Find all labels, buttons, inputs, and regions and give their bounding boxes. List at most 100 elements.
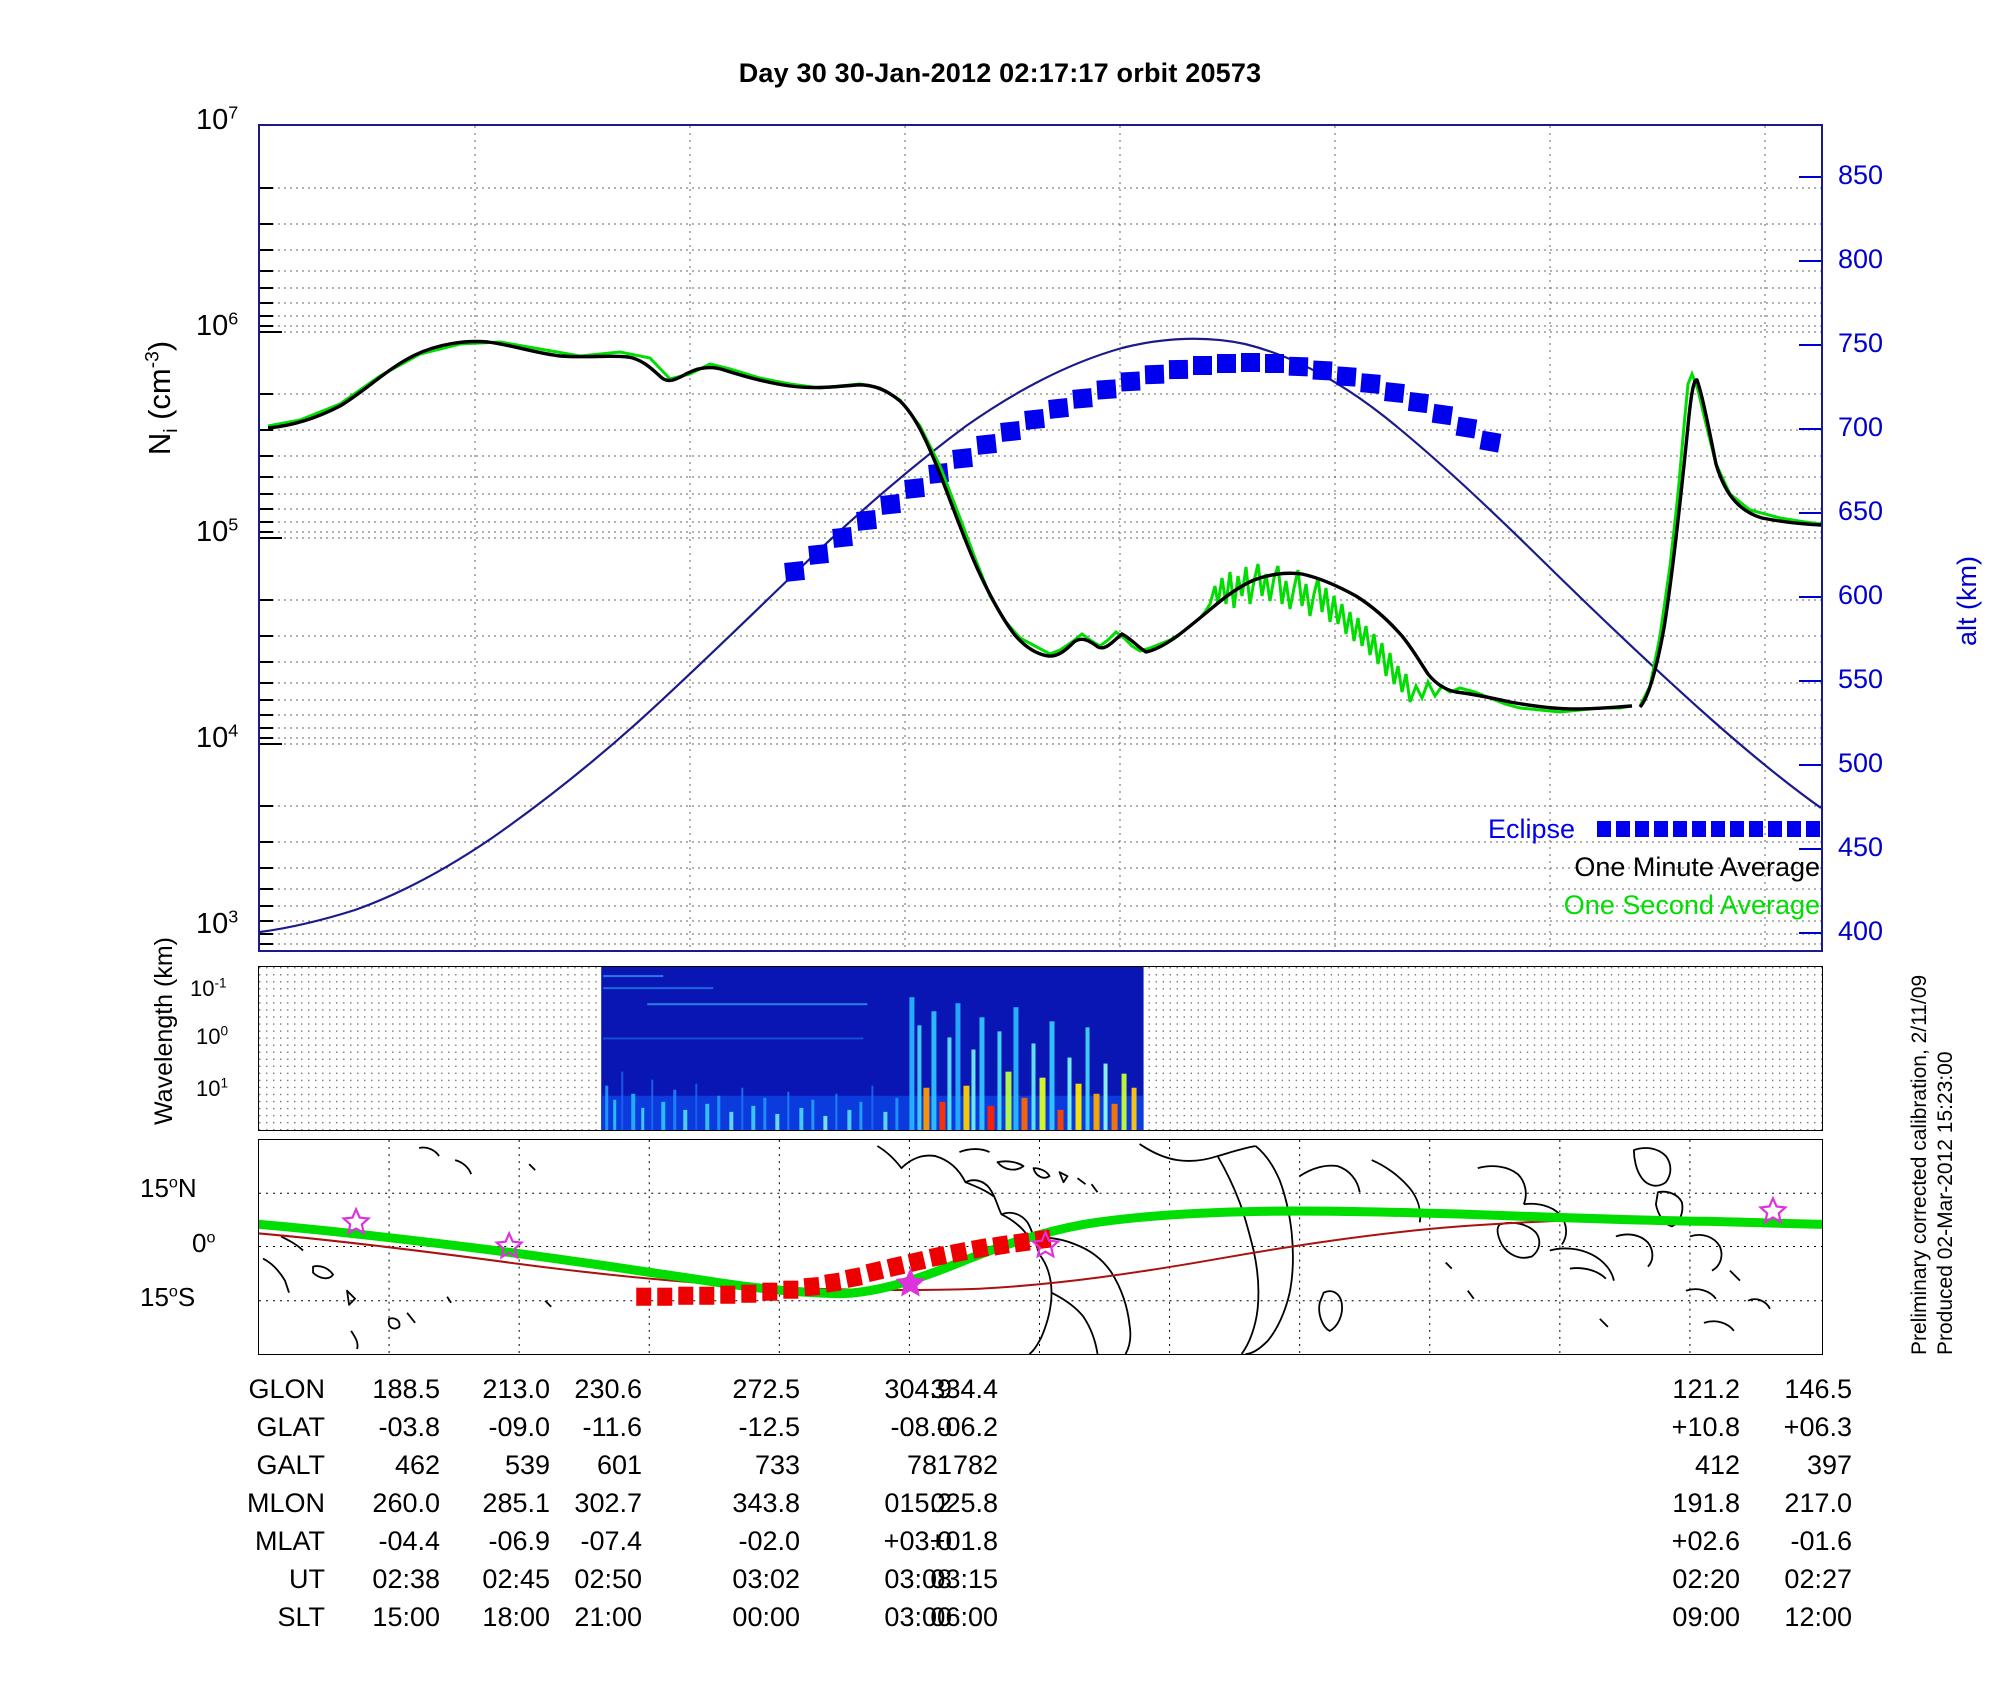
cell: -12.5 (738, 1412, 800, 1442)
cell: 12:00 (1784, 1602, 1852, 1632)
legend-label-eclipse: Eclipse (1487, 813, 1575, 844)
map-tick-0: 0o (192, 1228, 216, 1258)
cell: 02:27 (1784, 1564, 1852, 1594)
map-tick-15n: 15oN (140, 1173, 197, 1203)
row-label-ut: UT (289, 1564, 325, 1594)
row-label-mlon: MLON (246, 1488, 325, 1518)
alt-tick-700: 700 (1838, 412, 1884, 442)
cell: 02:50 (574, 1564, 642, 1594)
cell: 03:02 (732, 1564, 800, 1594)
eclipse-swatch-icon (1597, 821, 1820, 837)
cell: 02:20 (1672, 1564, 1740, 1594)
cell: 00:00 (732, 1602, 800, 1632)
cell: 02:38 (372, 1564, 440, 1594)
wavelength-spectrogram-panel (258, 966, 1823, 1131)
cell: 601 (596, 1450, 642, 1480)
cell: -03.8 (378, 1412, 440, 1442)
alt-tick-750: 750 (1838, 328, 1884, 358)
satellite-track (259, 1206, 1822, 1299)
table-row: SLT 15:00 18:00 21:00 00:00 03:00 06:00 … (0, 1602, 2000, 1640)
legend-row-eclipse: Eclipse (1430, 810, 1820, 848)
legend: Eclipse One Minute Average One Second Av… (1430, 810, 1820, 924)
cell: -07.4 (580, 1526, 642, 1556)
grid-horizontal (260, 187, 1821, 945)
main-plot-panel: alt (km) (258, 124, 1982, 952)
altitude-curve (260, 337, 1821, 934)
cell: 397 (1806, 1450, 1852, 1480)
map-canvas (259, 1140, 1822, 1354)
track-marker-stars (341, 1195, 1788, 1297)
cell: 146.5 (1784, 1374, 1852, 1404)
footer-calibration-note: Preliminary corrected calibration, 2/11/… (1908, 974, 1931, 1355)
alt-tick-850: 850 (1838, 160, 1884, 190)
cell: +02.6 (1671, 1526, 1740, 1556)
page-title: Day 30 30-Jan-2012 02:17:17 orbit 20573 (738, 58, 1262, 88)
cell: 230.6 (574, 1374, 642, 1404)
wave-tick-1e0: 100 (196, 1023, 229, 1049)
cell: 302.7 (574, 1488, 642, 1518)
cell: 21:00 (574, 1602, 642, 1632)
row-label-mlat: MLAT (254, 1526, 325, 1556)
coastlines (262, 1143, 1771, 1354)
cell: 462 (394, 1450, 440, 1480)
cell: 260.0 (372, 1488, 440, 1518)
spectrogram-canvas (259, 967, 1822, 1130)
alt-tick-400: 400 (1838, 916, 1884, 946)
cell: 18:00 (482, 1602, 550, 1632)
row-label-glat: GLAT (256, 1412, 325, 1442)
cell: 03:00 (884, 1602, 952, 1632)
cell: 191.8 (1672, 1488, 1740, 1518)
table-row: UT 02:38 02:45 02:50 03:02 03:08 03:15 0… (0, 1564, 2000, 1602)
cell: +10.8 (1671, 1412, 1740, 1442)
alt-tick-500: 500 (1838, 748, 1884, 778)
legend-row-one-second: One Second Average (1430, 886, 1820, 924)
left-axis-ticks (260, 187, 282, 945)
alt-tick-800: 800 (1838, 244, 1884, 274)
cell: -09.0 (488, 1412, 550, 1442)
cell: -02.0 (738, 1526, 800, 1556)
legend-label-one-minute: One Minute Average (1574, 851, 1820, 882)
spectrogram-bright-region (909, 997, 1137, 1130)
legend-row-one-minute: One Minute Average (1430, 848, 1820, 886)
main-plot-canvas (260, 126, 1821, 950)
cell: -11.6 (582, 1412, 642, 1442)
table-row: MLAT -04.4 -06.9 -07.4 -02.0 +03.0 +01.8… (0, 1526, 2000, 1564)
cell: 343.8 (732, 1488, 800, 1518)
cell: 03:08 (884, 1564, 952, 1594)
cell: -04.4 (378, 1526, 440, 1556)
cell: +01.8 (929, 1526, 998, 1556)
cell: 733 (754, 1450, 800, 1480)
wave-tick-1e1: 101 (196, 1075, 229, 1101)
ytick-1e3: 103 (196, 906, 239, 940)
map-tick-15s: 15oS (140, 1282, 196, 1312)
table-row: GALT 462 539 601 733 781 782 412 397 (0, 1450, 2000, 1488)
parameter-table: GLON 188.5 213.0 230.6 272.5 304.9 334.4… (0, 1374, 2000, 1640)
cell: -01.6 (1790, 1526, 1852, 1556)
wave-tick-1e-1: 10-1 (190, 975, 227, 1001)
wavelength-axis-label: Wavelength (km) (150, 936, 178, 1125)
ytick-1e4: 104 (196, 720, 239, 754)
cell: 304.9 (884, 1374, 952, 1404)
row-label-slt: SLT (277, 1602, 325, 1632)
ytick-1e7: 107 (196, 102, 239, 136)
cell: 15:00 (372, 1602, 440, 1632)
alt-tick-600: 600 (1838, 580, 1884, 610)
footer-produced-note: Produced 02-Mar-2012 15:23:00 (1934, 1051, 1957, 1355)
cell: 02:45 (482, 1564, 550, 1594)
cell: 188.5 (372, 1374, 440, 1404)
cell: 121.2 (1672, 1374, 1740, 1404)
cell: -06.2 (936, 1412, 998, 1442)
alt-tick-650: 650 (1838, 496, 1884, 526)
alt-axis-label: alt (km) (1952, 556, 1982, 646)
table-row: GLON 188.5 213.0 230.6 272.5 304.9 334.4… (0, 1374, 2000, 1412)
cell: 213.0 (482, 1374, 550, 1404)
table-row: GLAT -03.8 -09.0 -11.6 -12.5 -08.0 -06.2… (0, 1412, 2000, 1450)
alt-tick-450: 450 (1838, 832, 1884, 862)
eclipse-markers (784, 353, 1502, 582)
legend-label-one-second: One Second Average (1563, 889, 1820, 920)
table-row: MLON 260.0 285.1 302.7 343.8 015.2 025.8… (0, 1488, 2000, 1526)
alt-tick-550: 550 (1838, 664, 1884, 694)
cell: +06.3 (1783, 1412, 1852, 1442)
cell: -06.9 (488, 1526, 550, 1556)
cell: 015.2 (884, 1488, 952, 1518)
